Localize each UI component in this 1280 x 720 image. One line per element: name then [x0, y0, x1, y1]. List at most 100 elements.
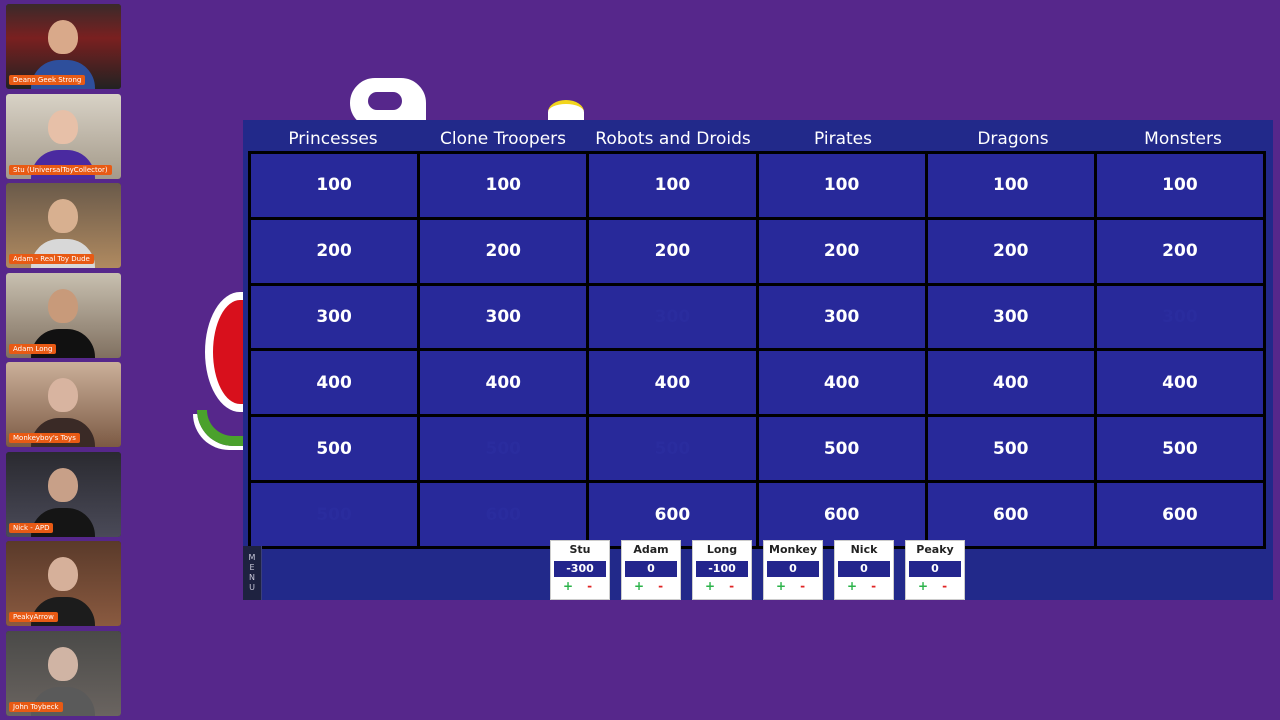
clue-cell[interactable]: 100 [420, 154, 587, 217]
participant-head [48, 109, 78, 144]
player-score-card: Monkey 0 + - [763, 540, 823, 600]
participant-name-tag: Adam - Real Toy Dude [9, 254, 94, 264]
participant-name-tag: Nick - APD [9, 522, 54, 533]
participant-tile: John Toybeck [6, 630, 121, 716]
menu-letter: E [249, 563, 255, 572]
participant-name-tag: Monkeyboy's Toys [9, 433, 80, 443]
player-score-card: Peaky 0 + - [905, 540, 965, 600]
clue-cell[interactable]: 500 [758, 417, 925, 481]
clue-cell[interactable]: 300 [758, 285, 925, 349]
player-name: Adam [633, 543, 669, 556]
score-controls: + - [693, 577, 751, 595]
subtract-points-button[interactable]: - [658, 579, 664, 593]
clue-cell[interactable]: 100 [927, 154, 1094, 217]
clue-cell[interactable]: 500 [1096, 417, 1263, 481]
clue-cell[interactable]: 400 [927, 351, 1094, 415]
add-points-button[interactable]: + [634, 579, 645, 593]
answered-clue-cell: 500 [420, 417, 587, 481]
clue-cell[interactable]: 200 [589, 219, 756, 283]
player-score: -100 [696, 561, 748, 577]
clue-cell[interactable]: 400 [589, 351, 756, 415]
participant-name-tag: Deano Geek Strong [9, 75, 86, 85]
participant-tile: Nick - APD [6, 451, 121, 537]
subtract-points-button[interactable]: - [871, 579, 877, 593]
clue-cell[interactable]: 600 [1096, 483, 1263, 546]
player-name: Stu [569, 543, 591, 556]
answered-clue-cell: 300 [1096, 285, 1263, 349]
player-score: -300 [554, 561, 606, 577]
clue-cell[interactable]: 200 [420, 219, 587, 283]
player-score: 0 [767, 561, 819, 577]
clue-cell[interactable]: 300 [927, 285, 1094, 349]
score-controls: + - [622, 577, 680, 595]
add-points-button[interactable]: + [705, 579, 716, 593]
value-grid: 100 100 100 100 100 100 200 200 200 200 200 200 300 3… [248, 151, 1266, 549]
player-name: Nick [850, 543, 878, 556]
category-title: Robots and Droids [595, 129, 751, 149]
clue-cell[interactable]: 600 [758, 483, 925, 546]
answered-clue-cell: 300 [589, 285, 756, 349]
subtract-points-button[interactable]: - [729, 579, 735, 593]
clue-cell[interactable]: 200 [1096, 219, 1263, 283]
participant-head [48, 288, 78, 323]
clue-cell[interactable]: 100 [1096, 154, 1263, 217]
category-title: Clone Troopers [439, 129, 567, 149]
add-points-button[interactable]: + [847, 579, 858, 593]
player-name: Long [706, 543, 738, 556]
category-title: Dragons [977, 129, 1049, 149]
add-points-button[interactable]: + [776, 579, 787, 593]
scoreboard: Stu -300 + - Adam 0 + - Long -100 + - Monkey 0 + - Nick 0… [550, 540, 965, 600]
clue-cell[interactable]: 400 [1096, 351, 1263, 415]
clue-cell[interactable]: 600 [589, 483, 756, 546]
subtract-points-button[interactable]: - [942, 579, 948, 593]
category-title: Pirates [814, 129, 872, 149]
clue-cell[interactable]: 500 [251, 417, 418, 481]
clue-cell[interactable]: 600 [927, 483, 1094, 546]
score-controls: + - [551, 577, 609, 595]
subtract-points-button[interactable]: - [800, 579, 806, 593]
clue-cell[interactable]: 400 [251, 351, 418, 415]
clue-cell[interactable]: 300 [420, 285, 587, 349]
clue-cell[interactable]: 100 [758, 154, 925, 217]
clue-cell[interactable]: 100 [251, 154, 418, 217]
participant-head [48, 467, 78, 502]
player-score-card: Stu -300 + - [550, 540, 610, 600]
player-name: Peaky [916, 543, 954, 556]
participant-tile: Adam - Real Toy Dude [6, 183, 121, 268]
clue-cell[interactable]: 200 [251, 219, 418, 283]
category-title: Princesses [288, 129, 378, 149]
decorative-stem-graphic [197, 410, 267, 446]
player-score: 0 [838, 561, 890, 577]
participant-tile: Adam Long [6, 272, 121, 358]
clue-cell[interactable]: 500 [927, 417, 1094, 481]
participant-name-tag: Stu (UniversalToyCollector) [9, 164, 112, 175]
menu-letter: N [249, 573, 255, 582]
player-score: 0 [909, 561, 961, 577]
clue-cell[interactable]: 100 [589, 154, 756, 217]
subtract-points-button[interactable]: - [587, 579, 593, 593]
clue-cell[interactable]: 200 [758, 219, 925, 283]
add-points-button[interactable]: + [918, 579, 929, 593]
clue-cell[interactable]: 200 [927, 219, 1094, 283]
player-score-card: Adam 0 + - [621, 540, 681, 600]
clue-cell[interactable]: 300 [251, 285, 418, 349]
answered-clue-cell: 500 [589, 417, 756, 481]
participant-head [48, 20, 78, 54]
participant-head [48, 378, 78, 412]
participant-head [48, 199, 78, 233]
decorative-cloud-graphic [350, 78, 426, 128]
participant-tile: Monkeyboy's Toys [6, 362, 121, 447]
answered-clue-cell: 500 [251, 483, 418, 546]
answered-clue-cell: 600 [420, 483, 587, 546]
clue-cell[interactable]: 400 [420, 351, 587, 415]
add-points-button[interactable]: + [563, 579, 574, 593]
player-score: 0 [625, 561, 677, 577]
clue-cell[interactable]: 400 [758, 351, 925, 415]
menu-letter: M [248, 553, 256, 562]
jeopardy-board: Princesses Clone Troopers Robots and Droid… [243, 120, 1273, 600]
player-score-card: Nick 0 + - [834, 540, 894, 600]
category-title: Monsters [1144, 129, 1222, 149]
participant-tile: Stu (UniversalToyCollector) [6, 93, 121, 179]
menu-letter: U [249, 583, 255, 592]
